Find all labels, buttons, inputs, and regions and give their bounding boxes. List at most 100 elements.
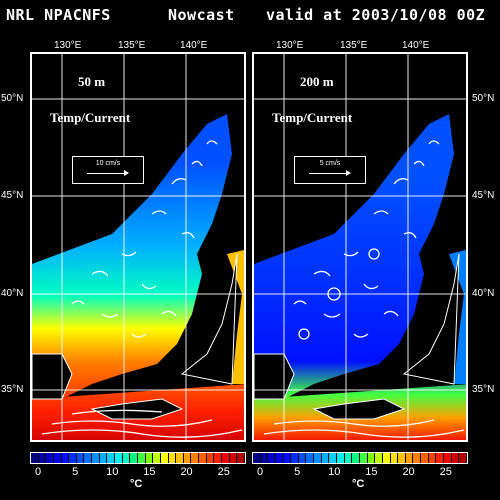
colorbar-swatch — [176, 453, 184, 463]
colorbar-swatch — [291, 453, 299, 463]
colorbar-swatch — [191, 453, 200, 463]
colorbar-swatch — [38, 453, 47, 463]
colorbar-swatch — [268, 453, 276, 463]
depth-label-50m: 50 m — [78, 74, 106, 89]
lon-tick-left-135: 135°E — [118, 40, 146, 51]
colorbar-swatch — [298, 453, 307, 463]
lon-tick-right-135: 135°E — [340, 40, 368, 51]
colorbar-swatch — [206, 453, 215, 463]
colorbar-swatch — [222, 453, 230, 463]
lat-tick-left-50: 50°N — [1, 93, 24, 104]
colorbar-swatch — [459, 453, 467, 463]
kyushu-shikoku — [312, 398, 406, 420]
colorbar-swatch — [283, 453, 292, 463]
colorbar-swatch — [145, 453, 154, 463]
colorbar-swatch — [314, 453, 322, 463]
pacific-east-strip — [449, 249, 466, 384]
colorbar-swatch — [137, 453, 146, 463]
pacific-east-strip — [227, 249, 244, 384]
colorbar-swatch — [444, 453, 452, 463]
lon-tick-right-130: 130°E — [276, 40, 304, 51]
lat-tick-right-40: 40°N — [472, 288, 495, 299]
colorbar-swatch — [275, 453, 284, 463]
colorbar-swatch — [115, 453, 123, 463]
variable-label-50m: Temp/Current — [50, 110, 131, 125]
colorbar-swatch — [160, 453, 169, 463]
colorbar-swatch — [69, 453, 77, 463]
colorbar-tick-200m: 0 — [256, 466, 264, 478]
colorbar-swatch — [76, 453, 85, 463]
colorbar-swatch — [92, 453, 100, 463]
colorbar-swatch — [321, 453, 330, 463]
product-title: Nowcast — [168, 6, 235, 24]
colorbar-swatch — [451, 453, 460, 463]
colorbar-swatch — [84, 453, 93, 463]
colorbar-swatch — [153, 453, 161, 463]
colorbar-tick-200m: 5 — [294, 466, 301, 478]
scale-arrow-icon — [309, 170, 351, 176]
colorbar-tick-50m: 0 — [34, 466, 42, 478]
colorbar-swatch — [390, 453, 399, 463]
current-scale-50m: 10 cm/s — [72, 156, 144, 184]
lat-tick-left-45: 45°N — [1, 190, 24, 201]
colorbar-swatch — [352, 453, 360, 463]
lat-tick-left-35: 35°N — [1, 384, 24, 395]
temperature-field-50m — [32, 54, 244, 440]
lon-tick-right-140: 140°E — [402, 40, 430, 51]
colorbar-swatch — [99, 453, 108, 463]
colorbar-tick-50m: 5 — [72, 466, 79, 478]
colorbar-tick-200m: 15 — [365, 466, 378, 478]
colorbar-swatch — [421, 453, 429, 463]
colorbar-swatch — [199, 453, 207, 463]
lat-tick-left-40: 40°N — [1, 288, 24, 299]
colorbar-swatch — [214, 453, 223, 463]
lat-tick-right-35: 35°N — [472, 384, 495, 395]
colorbar-50m — [30, 452, 246, 464]
unit-label-50m: °C — [130, 478, 143, 490]
colorbar-swatch — [367, 453, 376, 463]
colorbar-swatch — [61, 453, 70, 463]
colorbar-tick-50m: 25 — [217, 466, 230, 478]
colorbar-tick-50m: 15 — [143, 466, 156, 478]
colorbar-swatch — [413, 453, 422, 463]
map-panel-200m: 200 m Temp/Current 5 cm/s — [252, 52, 468, 442]
japan-honshu — [180, 253, 238, 385]
colorbar-swatch — [405, 453, 414, 463]
colorbar-swatch — [53, 453, 62, 463]
colorbar-swatch — [329, 453, 338, 463]
colorbar-swatch — [229, 453, 238, 463]
source-title: NRL NPACNFS — [6, 6, 111, 24]
depth-label-200m: 200 m — [300, 74, 334, 89]
current-vectors-200m — [263, 140, 465, 438]
colorbar-tick-50m: 20 — [180, 466, 193, 478]
colorbar-200m — [252, 452, 468, 464]
colorbar-swatch — [107, 453, 116, 463]
colorbar-swatch — [253, 453, 261, 463]
map-panel-50m: 50 m Temp/Current 10 cm/s — [30, 52, 246, 442]
colorbar-swatch — [428, 453, 437, 463]
colorbar-swatch — [306, 453, 315, 463]
colorbar-swatch — [130, 453, 138, 463]
colorbar-swatch — [260, 453, 269, 463]
colorbar-swatch — [344, 453, 353, 463]
colorbar-tick-200m: 20 — [402, 466, 415, 478]
colorbar-swatch — [436, 453, 445, 463]
colorbar-swatch — [168, 453, 177, 463]
variable-label-200m: Temp/Current — [272, 110, 353, 125]
colorbar-swatch — [337, 453, 345, 463]
scale-arrow-icon — [87, 170, 129, 176]
kyushu-shikoku — [90, 398, 184, 420]
current-vectors-50m — [41, 140, 243, 438]
unit-label-200m: °C — [352, 478, 365, 490]
colorbar-swatch — [382, 453, 391, 463]
japan-honshu — [402, 253, 460, 385]
colorbar-swatch — [31, 453, 39, 463]
valid-time: valid at 2003/10/08 00Z — [266, 6, 486, 24]
temperature-field-200m — [254, 54, 466, 440]
lat-tick-right-45: 45°N — [472, 190, 495, 201]
current-scale-label-50m: 10 cm/s — [95, 160, 121, 167]
current-scale-label-200m: 5 cm/s — [319, 160, 341, 167]
colorbar-swatch — [398, 453, 406, 463]
colorbar-swatch — [183, 453, 192, 463]
colorbar-tick-200m: 25 — [439, 466, 452, 478]
